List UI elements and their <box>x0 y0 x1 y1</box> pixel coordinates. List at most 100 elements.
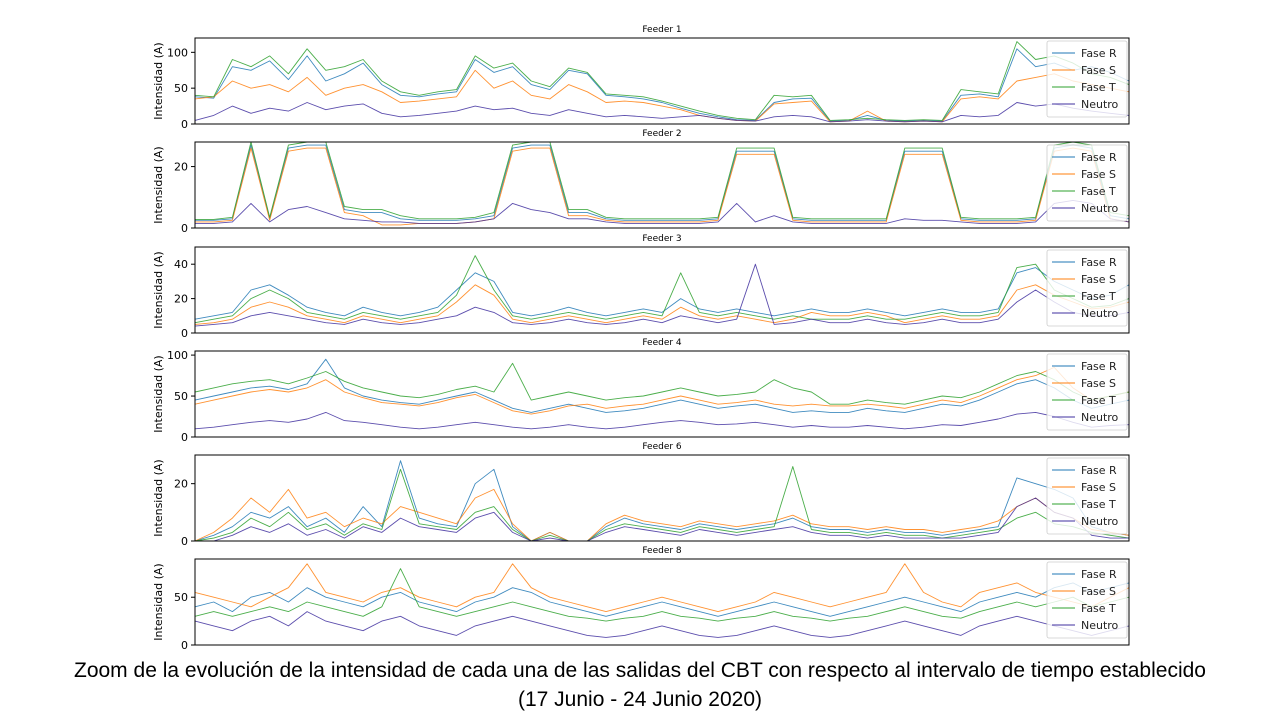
feeder-5-series-neutro <box>195 497 1129 542</box>
feeder-1-legend-label: Neutro <box>1081 98 1119 111</box>
feeder-2-legend-label: Fase T <box>1081 185 1116 198</box>
feeder-5-legend-label: Fase T <box>1081 498 1116 511</box>
feeder-1-chart: Feeder 1 Intensidad (A) 0 50 100 Fase R Fase S… <box>152 25 1130 131</box>
feeder-4-series-fase-s <box>194 366 1130 415</box>
feeder-4-title: Feeder 4 <box>642 338 682 348</box>
feeder-2-legend-box <box>1046 144 1128 222</box>
feeder-6-ytick-label: 50 <box>174 591 188 604</box>
feeder-4-ylabel: Intensidad (A) <box>152 355 165 432</box>
feeder-4-ytick-label: 50 <box>174 390 188 403</box>
feeder-2-series-fase-s <box>195 147 1130 226</box>
feeder-4-legend-label: Fase T <box>1081 394 1116 407</box>
feeder-5-legend-label: Neutro <box>1081 515 1119 528</box>
feeder-4-legend-box <box>1046 353 1128 431</box>
feeder-1-title: Feeder 1 <box>642 25 681 35</box>
feeder-6-legend-box <box>1046 561 1128 639</box>
feeder-6-series-fase-s <box>194 563 1130 613</box>
feeder-3-ytick-label: 20 <box>174 293 188 306</box>
feeder-5-series-fase-s <box>194 488 1130 542</box>
feeder-6-legend: Fase R Fase S Fase T Neutro <box>1046 561 1128 639</box>
feeder-2-ylabel: Intensidad (A) <box>152 146 165 223</box>
feeder-3-ylabel: Intensidad (A) <box>152 251 165 328</box>
feeder-1-legend: Fase R Fase S Fase T Neutro <box>1046 40 1128 118</box>
feeder-2-ytick-label: 20 <box>174 161 188 174</box>
feeder-6-legend-label: Fase S <box>1081 585 1116 598</box>
feeder-1-legend-label: Fase T <box>1081 81 1116 94</box>
feeder-5-series-fase-r <box>194 460 1130 542</box>
feeder-6-legend-label: Fase T <box>1081 602 1116 615</box>
feeder-6-legend-label: Neutro <box>1081 619 1119 632</box>
feeder-4-legend: Fase R Fase S Fase T Neutro <box>1046 353 1128 431</box>
feeder-2-legend-label: Fase R <box>1081 151 1117 164</box>
feeder-6-title: Feeder 8 <box>642 546 682 556</box>
feeder-charts: Feeder 1 Intensidad (A) 0 50 100 Fase R Fase S… <box>152 25 1130 650</box>
feeder-2-frame <box>194 141 1130 229</box>
feeder-3-series-neutro <box>194 263 1130 327</box>
feeder-1-legend-label: Fase R <box>1081 47 1117 60</box>
feeder-6-ylabel: Intensidad (A) <box>152 563 165 640</box>
feeder-2-legend-label: Neutro <box>1081 202 1119 215</box>
feeder-6-series-neutro <box>194 611 1130 638</box>
feeder-5-frame <box>194 454 1130 542</box>
feeder-1-legend-box <box>1046 40 1128 118</box>
feeder-3-title: Feeder 3 <box>642 234 681 244</box>
feeder-2-ytick-label: 0 <box>181 222 188 235</box>
feeder-2-title: Feeder 2 <box>642 129 681 139</box>
feeder-5-ytick-label: 20 <box>174 478 188 491</box>
feeder-1-series-fase-s <box>194 69 1130 123</box>
feeder-5-legend-label: Fase S <box>1081 481 1116 494</box>
feeder-4-legend-label: Neutro <box>1081 411 1119 424</box>
feeder-5-ytick-label: 0 <box>181 535 188 548</box>
feeder-6-series-fase-r <box>194 582 1130 617</box>
feeder-4-legend-label: Fase R <box>1081 360 1117 373</box>
feeder-4-series-neutro <box>194 411 1130 430</box>
feeder-4-legend-label: Fase S <box>1081 377 1116 390</box>
feeder-3-legend-label: Fase R <box>1081 256 1117 269</box>
feeder-6-legend-label: Fase R <box>1081 568 1117 581</box>
caption-line-2: (17 Junio - 24 Junio 2020) <box>518 688 762 711</box>
feeder-3-series-fase-s <box>194 284 1130 325</box>
feeder-6-ytick-label: 0 <box>181 639 188 650</box>
feeder-3-ytick-label: 40 <box>174 258 188 271</box>
feeder-3-ytick-label: 0 <box>181 327 188 340</box>
feeder-4-series-fase-t <box>194 362 1130 405</box>
feeder-5-series-fase-t <box>194 466 1130 542</box>
feeder-3-frame <box>194 246 1130 334</box>
feeder-4-frame <box>194 350 1130 438</box>
feeder-1-series-neutro <box>194 102 1130 123</box>
feeder-3-legend-label: Fase S <box>1081 273 1116 286</box>
figure-caption: Zoom de la evolución de la intensidad de… <box>0 656 1280 714</box>
feeder-1-ytick-label: 50 <box>174 82 188 95</box>
feeder-2-legend: Fase R Fase S Fase T Neutro <box>1046 144 1128 222</box>
feeder-1-ytick-label: 100 <box>167 46 188 59</box>
feeder-6-series-fase-t <box>194 568 1130 622</box>
feeder-5-legend: Fase R Fase S Fase T Neutro <box>1046 457 1128 535</box>
feeder-5-ylabel: Intensidad (A) <box>152 459 165 536</box>
feeder-5-legend-label: Fase R <box>1081 464 1117 477</box>
feeder-2-series-neutro <box>195 199 1130 224</box>
feeder-4-ytick-label: 0 <box>181 431 188 444</box>
feeder-4-series-fase-r <box>194 358 1130 413</box>
feeder-1-series-fase-t <box>194 41 1130 121</box>
feeder-5-legend-box <box>1046 457 1128 535</box>
feeder-3-legend-label: Neutro <box>1081 307 1119 320</box>
feeder-1-legend-label: Fase S <box>1081 64 1116 77</box>
feeder-6-frame <box>194 558 1130 646</box>
feeder-1-ylabel: Intensidad (A) <box>152 42 165 119</box>
feeder-1-series-fase-r <box>194 48 1130 122</box>
feeder-3-series-fase-t <box>194 255 1130 324</box>
caption-line-1: Zoom de la evolución de la intensidad de… <box>74 659 1206 682</box>
feeder-4-chart: Feeder 4 Intensidad (A) 0 50 100 Fase R Fase S… <box>152 338 1130 444</box>
feeder-2-series-fase-r <box>195 144 1130 221</box>
feeder-4-ytick-label: 100 <box>167 349 188 362</box>
feeder-3-legend-box <box>1046 249 1128 327</box>
feeder-2-legend-label: Fase S <box>1081 168 1116 181</box>
feeder-3-legend-label: Fase T <box>1081 290 1116 303</box>
feeder-3-series-fase-r <box>194 267 1130 320</box>
feeder-3-legend: Fase R Fase S Fase T Neutro <box>1046 249 1128 327</box>
feeder-2-series-fase-t <box>195 141 1130 220</box>
